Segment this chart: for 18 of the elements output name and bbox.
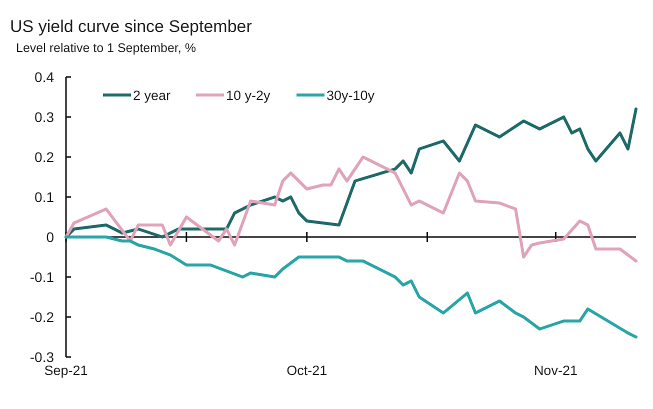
- y-tick-label: -0.3: [30, 349, 54, 365]
- y-tick-label: 0.1: [34, 189, 54, 205]
- line-series: [64, 236, 638, 338]
- chart-title: US yield curve since September: [10, 17, 252, 36]
- y-tick-label: 0: [46, 229, 54, 245]
- legend-label: 30y-10y: [326, 88, 375, 103]
- chart-subtitle: Level relative to 1 September, %: [16, 41, 196, 55]
- x-tick-label: Sep-21: [44, 363, 88, 378]
- y-tick-label: 0.4: [34, 69, 54, 85]
- y-tick-label: 0.3: [34, 109, 54, 125]
- line-series: [64, 156, 638, 262]
- y-tick-label: 0.2: [34, 149, 54, 165]
- legend-label: 10 y-2y: [226, 88, 271, 103]
- x-tick-label: Nov-21: [534, 363, 578, 378]
- y-tick-label: -0.2: [30, 309, 54, 325]
- x-tick-label: Oct-21: [286, 363, 328, 378]
- y-tick-label: -0.1: [30, 269, 54, 285]
- legend-label: 2 year: [133, 88, 172, 103]
